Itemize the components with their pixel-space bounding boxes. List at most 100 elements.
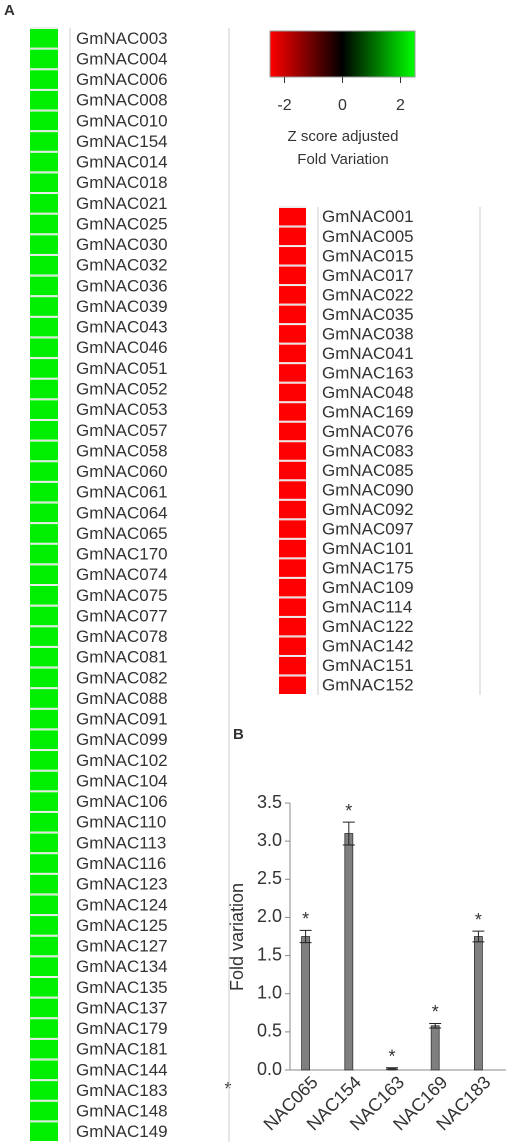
gene-label: GmNAC101 bbox=[322, 539, 414, 558]
significance-marker: * bbox=[475, 910, 482, 930]
gene-label: GmNAC004 bbox=[76, 49, 168, 68]
heatmap-cell bbox=[30, 586, 58, 605]
y-tick-label: 3.5 bbox=[257, 792, 282, 812]
heatmap-cell bbox=[30, 317, 58, 337]
heatmap-cell bbox=[30, 49, 58, 69]
gene-label: GmNAC085 bbox=[322, 461, 414, 480]
y-tick-label: 1.0 bbox=[257, 982, 282, 1002]
gene-label: GmNAC018 bbox=[76, 173, 168, 192]
heatmap-cell bbox=[30, 565, 58, 585]
significance-marker: * bbox=[302, 909, 309, 929]
heatmap-cell bbox=[279, 364, 306, 382]
gene-label: GmNAC092 bbox=[322, 500, 414, 519]
heatmap-cell bbox=[30, 668, 58, 688]
heatmap-cell bbox=[279, 500, 306, 519]
heatmap-cell bbox=[279, 637, 306, 655]
heatmap-cell bbox=[30, 895, 58, 915]
significance-marker: * bbox=[432, 1002, 439, 1022]
colorbar-tick-label: 0 bbox=[338, 97, 347, 114]
gene-label: GmNAC010 bbox=[76, 111, 168, 130]
gene-label: GmNAC052 bbox=[76, 380, 168, 399]
heatmap-cell bbox=[30, 1039, 58, 1059]
gene-label: GmNAC001 bbox=[322, 207, 414, 226]
gene-label: GmNAC081 bbox=[76, 648, 168, 667]
heatmap-cell bbox=[279, 461, 306, 480]
heatmap-cell bbox=[30, 90, 58, 110]
heatmap-cell bbox=[279, 286, 306, 304]
heatmap-cell bbox=[30, 1019, 58, 1038]
heatmap-cell bbox=[30, 627, 58, 646]
heatmap-cell bbox=[279, 305, 306, 324]
heatmap-cell bbox=[30, 709, 58, 729]
heatmap-cell bbox=[30, 482, 58, 502]
gene-label: GmNAC102 bbox=[76, 751, 168, 770]
heatmap-cell bbox=[279, 617, 306, 636]
gene-label: GmNAC151 bbox=[322, 656, 414, 675]
gene-label: GmNAC035 bbox=[322, 305, 414, 324]
gene-label: GmNAC148 bbox=[76, 1102, 168, 1121]
gene-label: GmNAC181 bbox=[76, 1040, 168, 1059]
heatmap-cell bbox=[30, 359, 58, 378]
heatmap-cell bbox=[30, 235, 58, 254]
gene-label: GmNAC053 bbox=[76, 400, 168, 419]
gene-label: GmNAC005 bbox=[322, 227, 414, 246]
gene-label: GmNAC099 bbox=[76, 730, 168, 749]
annotation: * bbox=[224, 1079, 231, 1099]
y-tick-label: 0.5 bbox=[257, 1021, 282, 1041]
heatmap-cell bbox=[30, 1060, 58, 1080]
gene-label: GmNAC169 bbox=[322, 402, 414, 421]
gene-label: GmNAC082 bbox=[76, 668, 168, 687]
heatmap-cell bbox=[279, 247, 306, 265]
gene-label: GmNAC003 bbox=[76, 29, 168, 48]
colorbar bbox=[269, 30, 416, 78]
heatmap-cell bbox=[30, 812, 58, 832]
heatmap-cell bbox=[30, 916, 58, 935]
y-tick-label: 2.5 bbox=[257, 868, 282, 888]
heatmap-cell bbox=[279, 442, 306, 460]
gene-label: GmNAC008 bbox=[76, 91, 168, 110]
y-tick-label: 2.0 bbox=[257, 906, 282, 926]
gene-label: GmNAC030 bbox=[76, 235, 168, 254]
gene-label: GmNAC104 bbox=[76, 771, 168, 790]
gene-label: GmNAC077 bbox=[76, 606, 168, 625]
heatmap-cell bbox=[30, 338, 58, 358]
gene-label: GmNAC149 bbox=[76, 1122, 168, 1141]
heatmap-cell bbox=[279, 481, 306, 499]
heatmap-cell bbox=[279, 559, 306, 577]
gene-label: GmNAC163 bbox=[322, 363, 414, 382]
heatmap-cell bbox=[30, 854, 58, 873]
heatmap-cell bbox=[279, 266, 306, 285]
gene-label: GmNAC043 bbox=[76, 318, 168, 337]
heatmap-cell bbox=[30, 977, 58, 997]
heatmap-cell bbox=[30, 936, 58, 956]
gene-label: GmNAC097 bbox=[322, 520, 414, 539]
heatmap-cell bbox=[279, 227, 306, 246]
gene-label: GmNAC091 bbox=[76, 710, 168, 729]
gene-label: GmNAC015 bbox=[322, 246, 414, 265]
gene-label: GmNAC179 bbox=[76, 1019, 168, 1038]
heatmap-cell bbox=[279, 676, 306, 694]
gene-label: GmNAC017 bbox=[322, 266, 414, 285]
heatmap-cell bbox=[279, 598, 306, 616]
gene-label: GmNAC058 bbox=[76, 441, 168, 460]
heatmap-cell bbox=[279, 422, 306, 441]
gene-label: GmNAC083 bbox=[322, 441, 414, 460]
heatmap-cell bbox=[30, 441, 58, 461]
heatmap-cell bbox=[30, 833, 58, 853]
gene-label: GmNAC125 bbox=[76, 916, 168, 935]
gene-label: GmNAC152 bbox=[322, 676, 414, 695]
gene-label: GmNAC110 bbox=[76, 813, 166, 832]
panel-label: B bbox=[233, 726, 244, 743]
heatmap-cell bbox=[30, 1122, 58, 1142]
panel-label: A bbox=[4, 2, 15, 19]
gene-label: GmNAC039 bbox=[76, 297, 168, 316]
heatmap-cell bbox=[30, 379, 58, 399]
heatmap-cell bbox=[30, 647, 58, 667]
heatmap-cell bbox=[30, 998, 58, 1018]
heatmap-cell bbox=[30, 276, 58, 296]
heatmap-cell bbox=[30, 606, 58, 626]
bar bbox=[344, 833, 354, 1071]
heatmap-cell bbox=[279, 403, 306, 421]
heatmap-cell bbox=[279, 578, 306, 597]
heatmap-cell bbox=[279, 325, 306, 343]
